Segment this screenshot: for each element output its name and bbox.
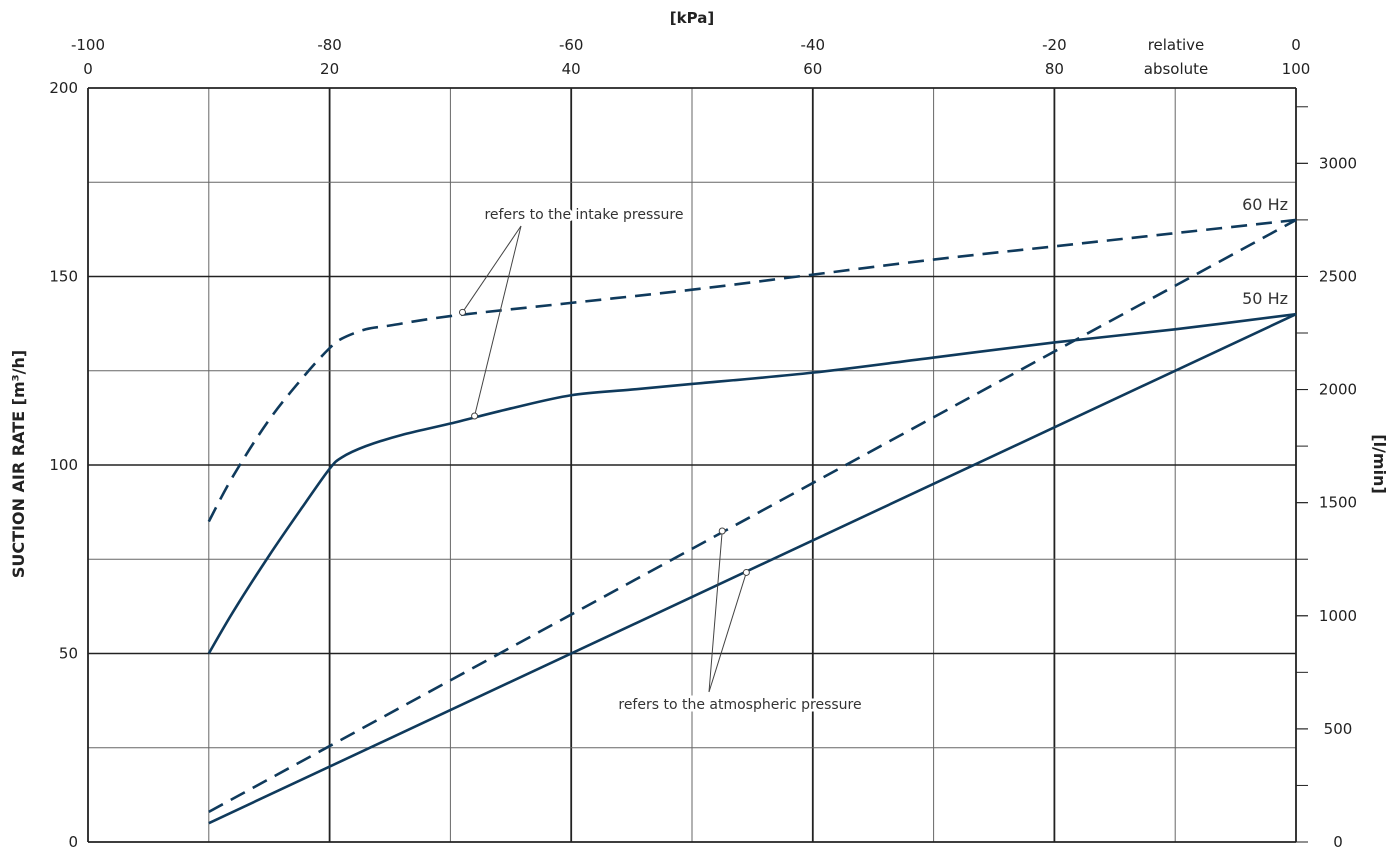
absolute-scale-label: absolute — [1144, 60, 1209, 78]
series-label: 60 Hz — [1242, 195, 1288, 214]
top-axis-title: [kPa] — [670, 9, 714, 27]
series-line-60-hz-intake — [207, 218, 1297, 523]
y2-tick-label: 1000 — [1319, 607, 1357, 625]
annotation-marker — [458, 308, 466, 316]
annotation-marker — [742, 568, 750, 576]
tick-labels: -1000-8020-6040-4060-2080010005010015020… — [49, 36, 1357, 847]
series-layer: 60 Hz 50 Hz — [207, 195, 1297, 825]
x-relative-tick-label: -20 — [1042, 36, 1067, 54]
relative-scale-label: relative — [1148, 36, 1205, 54]
y2-tick-label: 2500 — [1319, 267, 1357, 285]
x-absolute-tick-label: 20 — [320, 60, 339, 78]
annotation-leader — [462, 225, 522, 313]
plot-frame — [87, 87, 1308, 843]
annotation-leader — [474, 225, 522, 417]
annotation-marker — [718, 527, 726, 535]
annotation-marker — [471, 412, 479, 420]
x-relative-tick-label: 0 — [1291, 36, 1301, 54]
x-relative-tick-label: -80 — [317, 36, 342, 54]
annotation-leader — [708, 572, 747, 693]
series-line-50-hz-atmospheric — [208, 313, 1297, 825]
y2-tick-label: 0 — [1333, 833, 1343, 847]
annotation-text: refers to the atmospheric pressure — [618, 697, 861, 713]
y2-tick-label: 500 — [1324, 720, 1353, 738]
x-absolute-tick-label: 80 — [1045, 60, 1064, 78]
x-relative-tick-label: -60 — [559, 36, 584, 54]
grid — [88, 88, 1296, 842]
annotation-text: refers to the intake pressure — [484, 207, 683, 223]
y-tick-label: 200 — [49, 79, 78, 97]
series-line-60-hz-atmospheric — [208, 218, 1297, 813]
annotation-leader — [708, 530, 723, 693]
y-tick-label: 100 — [49, 456, 78, 474]
series-label: 50 Hz — [1242, 289, 1288, 308]
x-absolute-tick-label: 0 — [83, 60, 93, 78]
y2-axis-label: [l/min] — [1370, 434, 1389, 494]
x-relative-tick-label: -40 — [801, 36, 826, 54]
y-tick-label: 0 — [68, 833, 78, 847]
x-relative-tick-label: -100 — [71, 36, 105, 54]
y2-tick-label: 1500 — [1319, 494, 1357, 512]
y2-tick-label: 2000 — [1319, 381, 1357, 399]
x-absolute-tick-label: 60 — [803, 60, 822, 78]
y-tick-label: 50 — [59, 645, 78, 663]
x-absolute-tick-label: 100 — [1282, 60, 1311, 78]
y-tick-label: 150 — [49, 268, 78, 286]
y-axis-label: SUCTION AIR RATE [m³/h] — [9, 350, 28, 578]
y2-tick-label: 3000 — [1319, 154, 1357, 172]
annotations: refers to the intake pressure refers to t… — [458, 205, 864, 716]
series-line-50-hz-intake — [207, 312, 1297, 655]
x-absolute-tick-label: 40 — [562, 60, 581, 78]
